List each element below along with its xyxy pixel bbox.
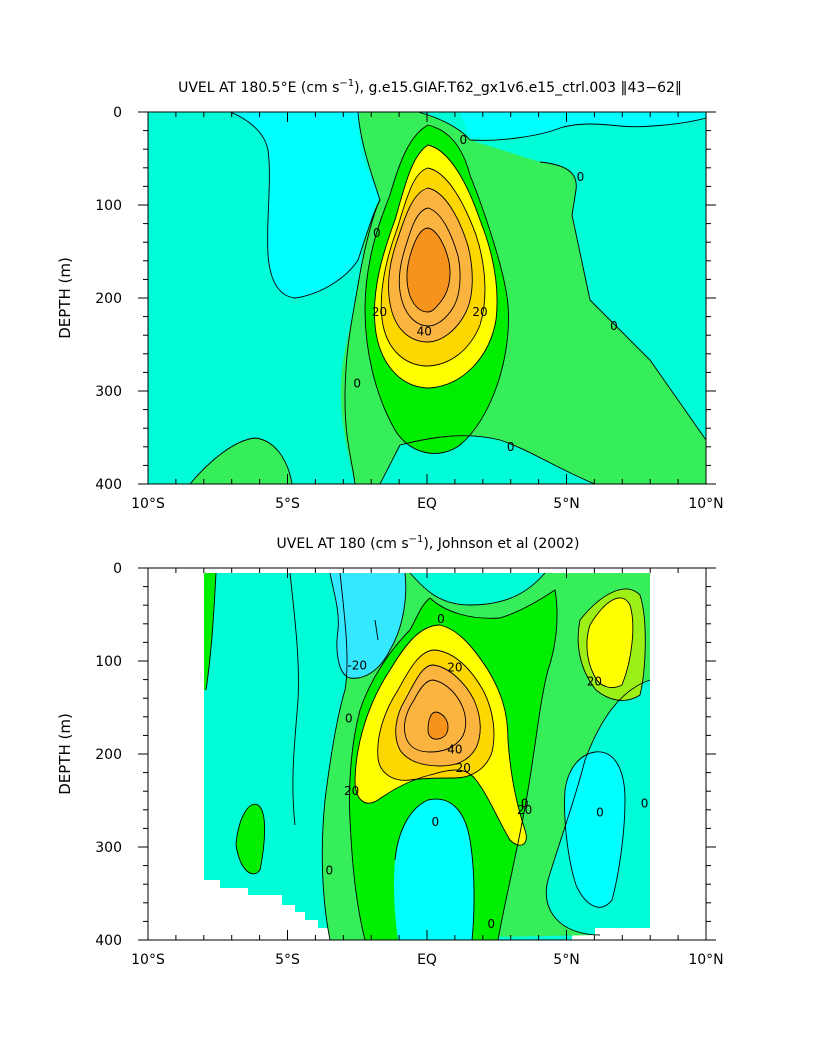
top-region-0-10-left (190, 438, 292, 484)
top-region-neg20-neg10 (230, 112, 380, 298)
top-y-tick-label: 200 (95, 291, 122, 307)
bottom-contour-label: 40 (447, 742, 462, 756)
top-x-tick-label: 5°S (275, 496, 300, 512)
top-y-tick-label: 0 (113, 105, 122, 121)
top-contour-label: 20 (372, 305, 387, 319)
top-x-tick-label: 5°N (553, 496, 579, 512)
bottom-chart-title: UVEL AT 180 (cm s−1), Johnson et al (200… (277, 534, 580, 552)
bottom-x-tick-label: 5°N (553, 952, 579, 968)
bottom-y-tick-label: 0 (113, 561, 122, 577)
bottom-y-axis-label: DEPTH (m) (56, 713, 74, 795)
top-x-tick-label: 10°S (131, 496, 165, 512)
bottom-contour-label: 0 (487, 917, 495, 931)
bottom-contour-label: 20 (587, 674, 602, 688)
top-contour-label: 0 (610, 319, 618, 333)
top-chart-title: UVEL AT 180.5°E (cm s−1), g.e15.GIAF.T62… (178, 78, 682, 96)
bottom-region-neg20-neg10-right (564, 751, 625, 908)
bottom-y-tick-label: 100 (95, 654, 122, 670)
bottom-x-tick-label: 5°S (275, 952, 300, 968)
bottom-contour-label: 0 (432, 815, 440, 829)
top-contour-label: 0 (353, 377, 361, 391)
bottom-x-tick-label: EQ (417, 952, 437, 968)
bottom-region-gt60 (428, 712, 448, 740)
top-region-gt60 (407, 228, 451, 312)
bottom-contour-label: -20 (347, 659, 367, 673)
bottom-contour-label: 20 (456, 761, 471, 775)
bottom-x-tick-label: 10°N (688, 952, 723, 968)
top-contour-label: 40 (417, 324, 432, 338)
top-y-axis-label: DEPTH (m) (56, 257, 74, 339)
bottom-contour-label: 0 (437, 612, 445, 626)
top-y-tick-label: 300 (95, 384, 122, 400)
bottom-contour-label: 0 (641, 796, 649, 810)
top-x-tick-label: EQ (417, 496, 437, 512)
bottom-y-tick-label: 400 (95, 933, 122, 949)
bottom-region-0-10-lowleft (236, 804, 265, 874)
top-contour-label: 0 (373, 226, 381, 240)
top-contour-label: 20 (472, 305, 487, 319)
top-y-tick-label: 400 (95, 477, 122, 493)
bottom-region-20-30-right (586, 597, 633, 688)
bottom-contour-label: 20 (447, 661, 462, 675)
bottom-contour-label: 0 (326, 863, 334, 877)
bottom-contour-label: 0 (596, 806, 604, 820)
bottom-contour-label: 20 (517, 803, 532, 817)
bottom-y-tick-label: 200 (95, 747, 122, 763)
top-region-neg20-neg10-right (460, 112, 706, 139)
top-contour-label: 0 (507, 440, 515, 454)
top-y-tick-label: 100 (95, 198, 122, 214)
bottom-region-neg20-neg10 (330, 573, 406, 679)
top-contour-fill: 0 0 0 0 0 0 20 20 40 (148, 112, 706, 484)
bottom-region-neg20-neg10-lower (394, 799, 475, 940)
bottom-contour-label: 0 (521, 796, 529, 810)
top-x-tick-label: 10°N (688, 496, 723, 512)
bottom-contour-label: 20 (344, 784, 359, 798)
bottom-x-tick-label: 10°S (131, 952, 165, 968)
bottom-contour-label: 0 (345, 712, 353, 726)
bottom-y-tick-label: 300 (95, 840, 122, 856)
bottom-region-0-10-left (204, 573, 216, 690)
top-contour-label: 0 (577, 170, 585, 184)
top-contour-label: 0 (459, 133, 467, 147)
